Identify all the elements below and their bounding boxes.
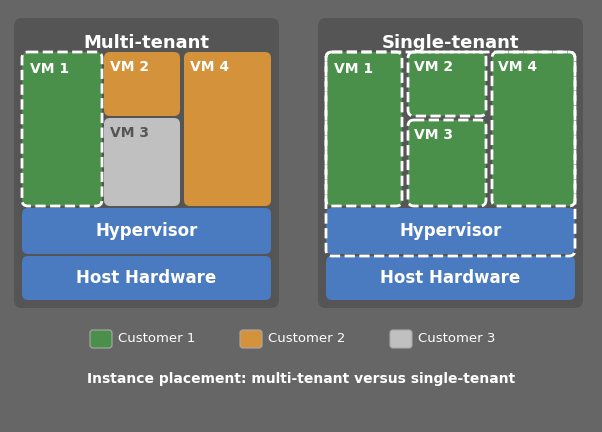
Text: Customer 2: Customer 2 — [268, 333, 346, 346]
Text: Customer 3: Customer 3 — [418, 333, 495, 346]
Text: Host Hardware: Host Hardware — [380, 269, 521, 287]
Text: Hypervisor: Hypervisor — [95, 222, 197, 240]
Text: VM 3: VM 3 — [414, 128, 453, 142]
Text: VM 4: VM 4 — [190, 60, 229, 74]
FancyBboxPatch shape — [90, 330, 112, 348]
Text: Customer 1: Customer 1 — [118, 333, 196, 346]
FancyBboxPatch shape — [104, 52, 180, 116]
Text: Host Hardware: Host Hardware — [76, 269, 217, 287]
FancyBboxPatch shape — [104, 118, 180, 206]
FancyBboxPatch shape — [408, 120, 486, 206]
FancyBboxPatch shape — [22, 256, 271, 300]
FancyBboxPatch shape — [184, 52, 271, 206]
FancyBboxPatch shape — [492, 52, 575, 206]
FancyBboxPatch shape — [14, 18, 279, 308]
FancyBboxPatch shape — [408, 52, 486, 116]
Text: VM 1: VM 1 — [334, 62, 373, 76]
Text: Instance placement: multi-tenant versus single-tenant: Instance placement: multi-tenant versus … — [87, 372, 515, 386]
Text: VM 2: VM 2 — [110, 60, 149, 74]
Text: VM 4: VM 4 — [498, 60, 537, 74]
FancyBboxPatch shape — [318, 18, 583, 308]
FancyBboxPatch shape — [22, 208, 271, 254]
FancyBboxPatch shape — [390, 330, 412, 348]
Text: VM 3: VM 3 — [110, 126, 149, 140]
Text: Multi-tenant: Multi-tenant — [84, 34, 209, 52]
Text: VM 2: VM 2 — [414, 60, 453, 74]
FancyBboxPatch shape — [326, 256, 575, 300]
FancyBboxPatch shape — [326, 208, 575, 254]
Text: Hypervisor: Hypervisor — [399, 222, 501, 240]
FancyBboxPatch shape — [22, 52, 102, 206]
FancyBboxPatch shape — [326, 52, 402, 206]
FancyBboxPatch shape — [240, 330, 262, 348]
Text: Single-tenant: Single-tenant — [382, 34, 520, 52]
Text: VM 1: VM 1 — [30, 62, 69, 76]
